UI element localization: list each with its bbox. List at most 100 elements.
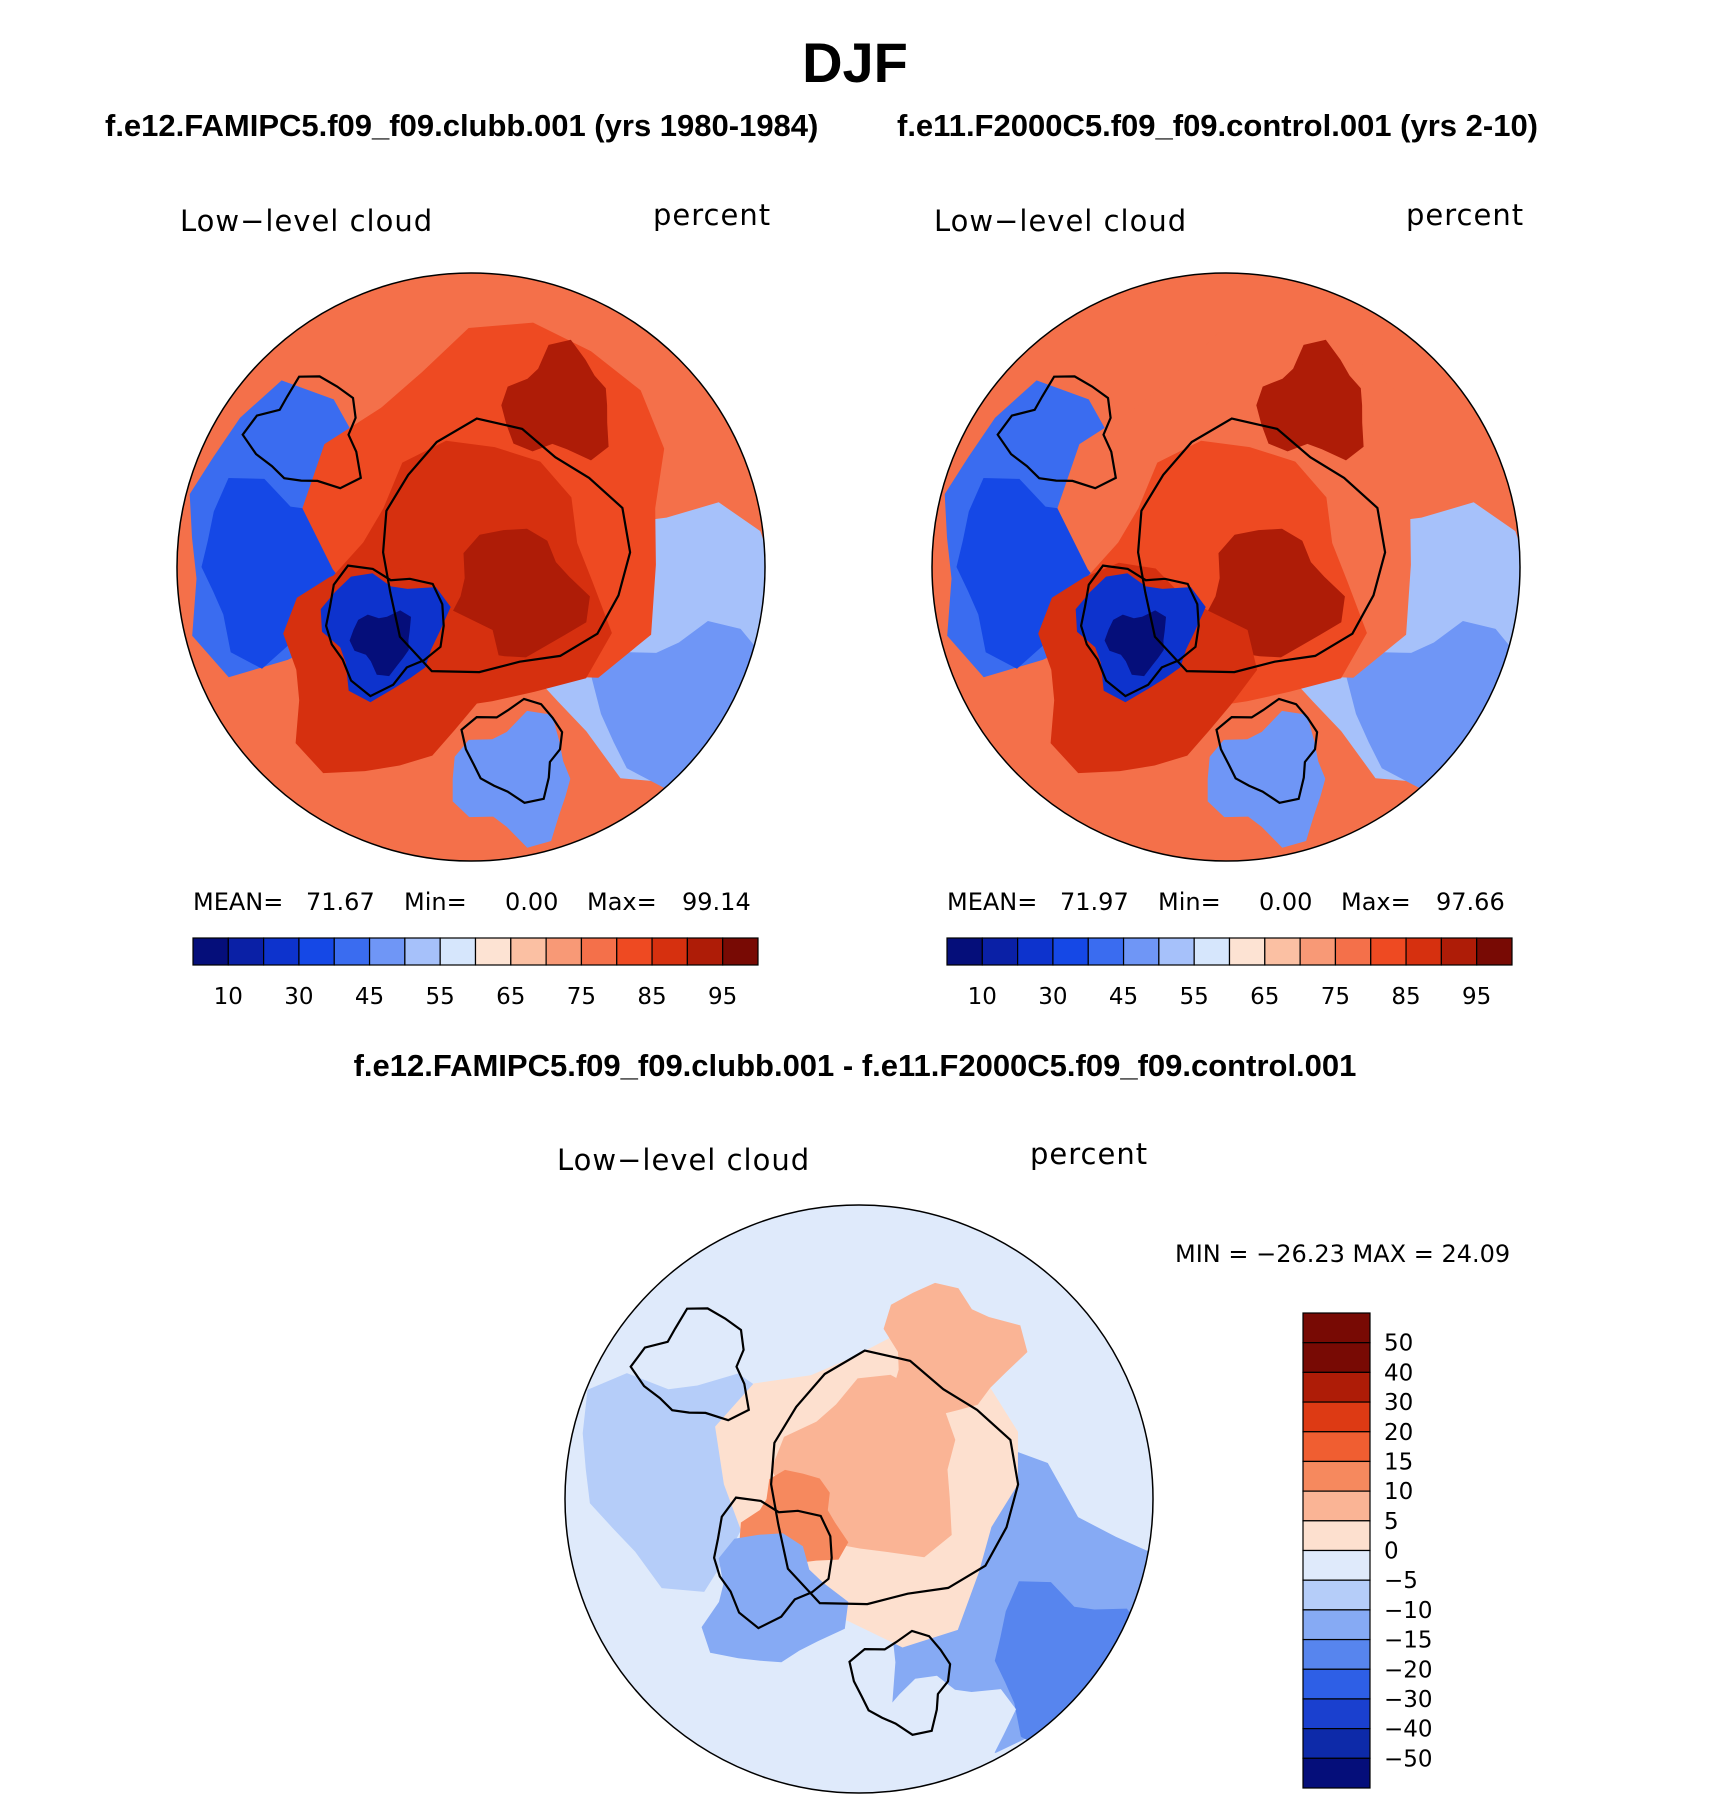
- panel-diff-colorbar-swatch: [1302, 1728, 1371, 1759]
- panel-a-colorbar-swatch: [227, 937, 265, 966]
- panel-b-map-border: [931, 272, 1521, 862]
- panel-diff-colorbar-tick-label: 0: [1384, 1539, 1399, 1565]
- panel-b-colorbar-swatch: [1052, 937, 1089, 966]
- panel-diff-colorbar-swatch: [1302, 1609, 1371, 1641]
- panel-a-cloud-field: [501, 339, 609, 461]
- panel-diff-colorbar-swatch: [1302, 1668, 1371, 1700]
- panel-b-colorbar-swatch: [981, 937, 1019, 966]
- panel-b-colorbar-tick-label: 45: [1109, 984, 1138, 1010]
- panel-b-colorbar-tick-label: 75: [1321, 984, 1350, 1010]
- panel-diff-map-border: [564, 1204, 1154, 1794]
- panel-b-colorbar-tick-label: 10: [968, 984, 997, 1010]
- panel-diff-cloud-field: [994, 1581, 1144, 1752]
- panel-b-coastline-alaska: [996, 375, 1118, 490]
- panel-b-colorbar-tick-label: 55: [1180, 984, 1209, 1010]
- panel-diff-cloud-field: [701, 1533, 849, 1663]
- panel-a-cloud-field: [447, 528, 590, 658]
- panel-a-colorbar-tick-label: 65: [496, 984, 525, 1010]
- case-a-title: f.e12.FAMIPC5.f09_f09.clubb.001 (yrs 198…: [105, 108, 819, 143]
- panel-a-colorbar-swatch: [298, 937, 335, 966]
- panel-b-coastline-scandinavia: [1215, 697, 1319, 804]
- panel-a-min-value: 0.00: [505, 888, 559, 916]
- panel-diff-colorbar-tick-label: 5: [1384, 1509, 1399, 1535]
- panel-a-mean-value: 71.67: [306, 888, 375, 916]
- panel-diff-colorbar-tick-label: −5: [1384, 1568, 1418, 1594]
- panel-diff-colorbar-swatch: [1302, 1460, 1371, 1492]
- panel-b-colorbar-swatch: [1228, 937, 1266, 966]
- panel-diff-colorbar-tick-label: −20: [1384, 1657, 1433, 1683]
- panel-diff-colorbar-tick-label: 30: [1384, 1390, 1413, 1416]
- panel-diff-coastline-arctic-ocean: [769, 1349, 1020, 1606]
- panel-b-colorbar-swatch: [1299, 937, 1337, 966]
- panel-b-colorbar-swatch: [1440, 937, 1478, 966]
- panel-a-cloud-field: [452, 710, 571, 848]
- panel-a-colorbar-swatch: [263, 937, 300, 966]
- panel-b-colorbar-tick-label: 85: [1391, 984, 1420, 1010]
- panel-b-colorbar-swatch: [1405, 937, 1442, 966]
- panel-a-colorbar-tick-label: 55: [426, 984, 455, 1010]
- panel-b-units-label: percent: [1406, 198, 1525, 232]
- panel-b-colorbar-swatch: [1334, 937, 1372, 966]
- panel-b-min-value: 0.00: [1259, 888, 1313, 916]
- panel-a-coastline-arctic-ocean: [381, 417, 632, 674]
- panel-diff-colorbar-swatch: [1302, 1312, 1371, 1344]
- diff-title: f.e12.FAMIPC5.f09_f09.clubb.001 - f.e11.…: [353, 1048, 1357, 1083]
- panel-diff-colorbar-tick-label: −15: [1384, 1628, 1433, 1654]
- panel-a-colorbar-tick-label: 75: [567, 984, 596, 1010]
- panel-b-min-label: Min=: [1158, 888, 1221, 916]
- panel-b-cloud-field: [1202, 528, 1345, 658]
- panel-b-colorbar-tick-label: 95: [1462, 984, 1491, 1010]
- panel-diff-coastline-greenland: [712, 1496, 833, 1630]
- panel-a-coastline-greenland: [324, 564, 445, 698]
- panel-b-colorbar-tick-label: 65: [1250, 984, 1279, 1010]
- panel-diff-colorbar-swatch: [1302, 1371, 1371, 1403]
- panel-diff-colorbar-tick-label: −40: [1384, 1717, 1433, 1743]
- panel-b-max-value: 97.66: [1436, 888, 1505, 916]
- panel-diff-colorbar-swatch: [1302, 1401, 1371, 1433]
- panel-diff-colorbar-tick-label: −30: [1384, 1687, 1433, 1713]
- panel-a-colorbar-swatch: [722, 937, 759, 966]
- panel-a-max-label: Max=: [587, 888, 657, 916]
- panel-b-mean-label: MEAN=: [947, 888, 1038, 916]
- figure-title: DJF: [802, 31, 908, 94]
- panel-a-min-label: Min=: [404, 888, 467, 916]
- panel-a-coastline-alaska: [241, 375, 363, 490]
- panel-b-cloud-field: [1256, 339, 1364, 461]
- panel-a-colorbar-swatch: [686, 937, 724, 966]
- panel-diff-min-max: MIN = −26.23 MAX = 24.09: [1175, 1240, 1511, 1268]
- panel-a-variable-label: Low−level cloud: [180, 204, 434, 238]
- panel-b-mean-value: 71.97: [1060, 888, 1129, 916]
- panel-diff-colorbar-tick-label: −10: [1384, 1598, 1433, 1624]
- panel-diff-colorbar-swatch: [1302, 1549, 1371, 1581]
- panel-a-colorbar-swatch: [510, 937, 547, 966]
- panel-b-colorbar-swatch: [1122, 937, 1160, 966]
- panel-a-map-border: [176, 272, 766, 862]
- panel-a-colorbar-tick-label: 30: [284, 984, 313, 1010]
- panel-diff-colorbar-tick-label: −50: [1384, 1746, 1433, 1772]
- panel-b-colorbar-swatch: [1476, 937, 1513, 966]
- panel-a-cloud-field: [349, 610, 411, 677]
- panel-diff-cloud-field: [883, 1282, 1028, 1422]
- panel-b-colorbar-swatch: [1158, 937, 1195, 966]
- panel-diff-colorbar-tick-label: 20: [1384, 1420, 1413, 1446]
- case-b-title: f.e11.F2000C5.f09_f09.control.001 (yrs 2…: [897, 108, 1539, 143]
- panel-diff-colorbar-tick-label: 40: [1384, 1360, 1413, 1386]
- panel-a-colorbar-tick-label: 10: [214, 984, 243, 1010]
- panel-diff-colorbar-tick-label: 50: [1384, 1331, 1413, 1357]
- panel-diff-colorbar-tick-label: 10: [1384, 1479, 1413, 1505]
- panel-a-colorbar-tick-label: 95: [708, 984, 737, 1010]
- panel-diff-colorbar-swatch: [1302, 1757, 1371, 1789]
- panel-a-colorbar-tick-label: 85: [637, 984, 666, 1010]
- panel-a-units-label: percent: [653, 198, 772, 232]
- panel-diff-colorbar-tick-label: 15: [1384, 1449, 1413, 1475]
- panel-b-colorbar-swatch: [1264, 937, 1301, 966]
- panel-b-colorbar-swatch: [1017, 937, 1054, 966]
- panel-diff-colorbar-swatch: [1302, 1490, 1371, 1522]
- panel-a-colorbar-swatch: [368, 937, 406, 966]
- panel-a-colorbar-tick-label: 45: [355, 984, 384, 1010]
- panel-a-coastline-scandinavia: [460, 697, 564, 804]
